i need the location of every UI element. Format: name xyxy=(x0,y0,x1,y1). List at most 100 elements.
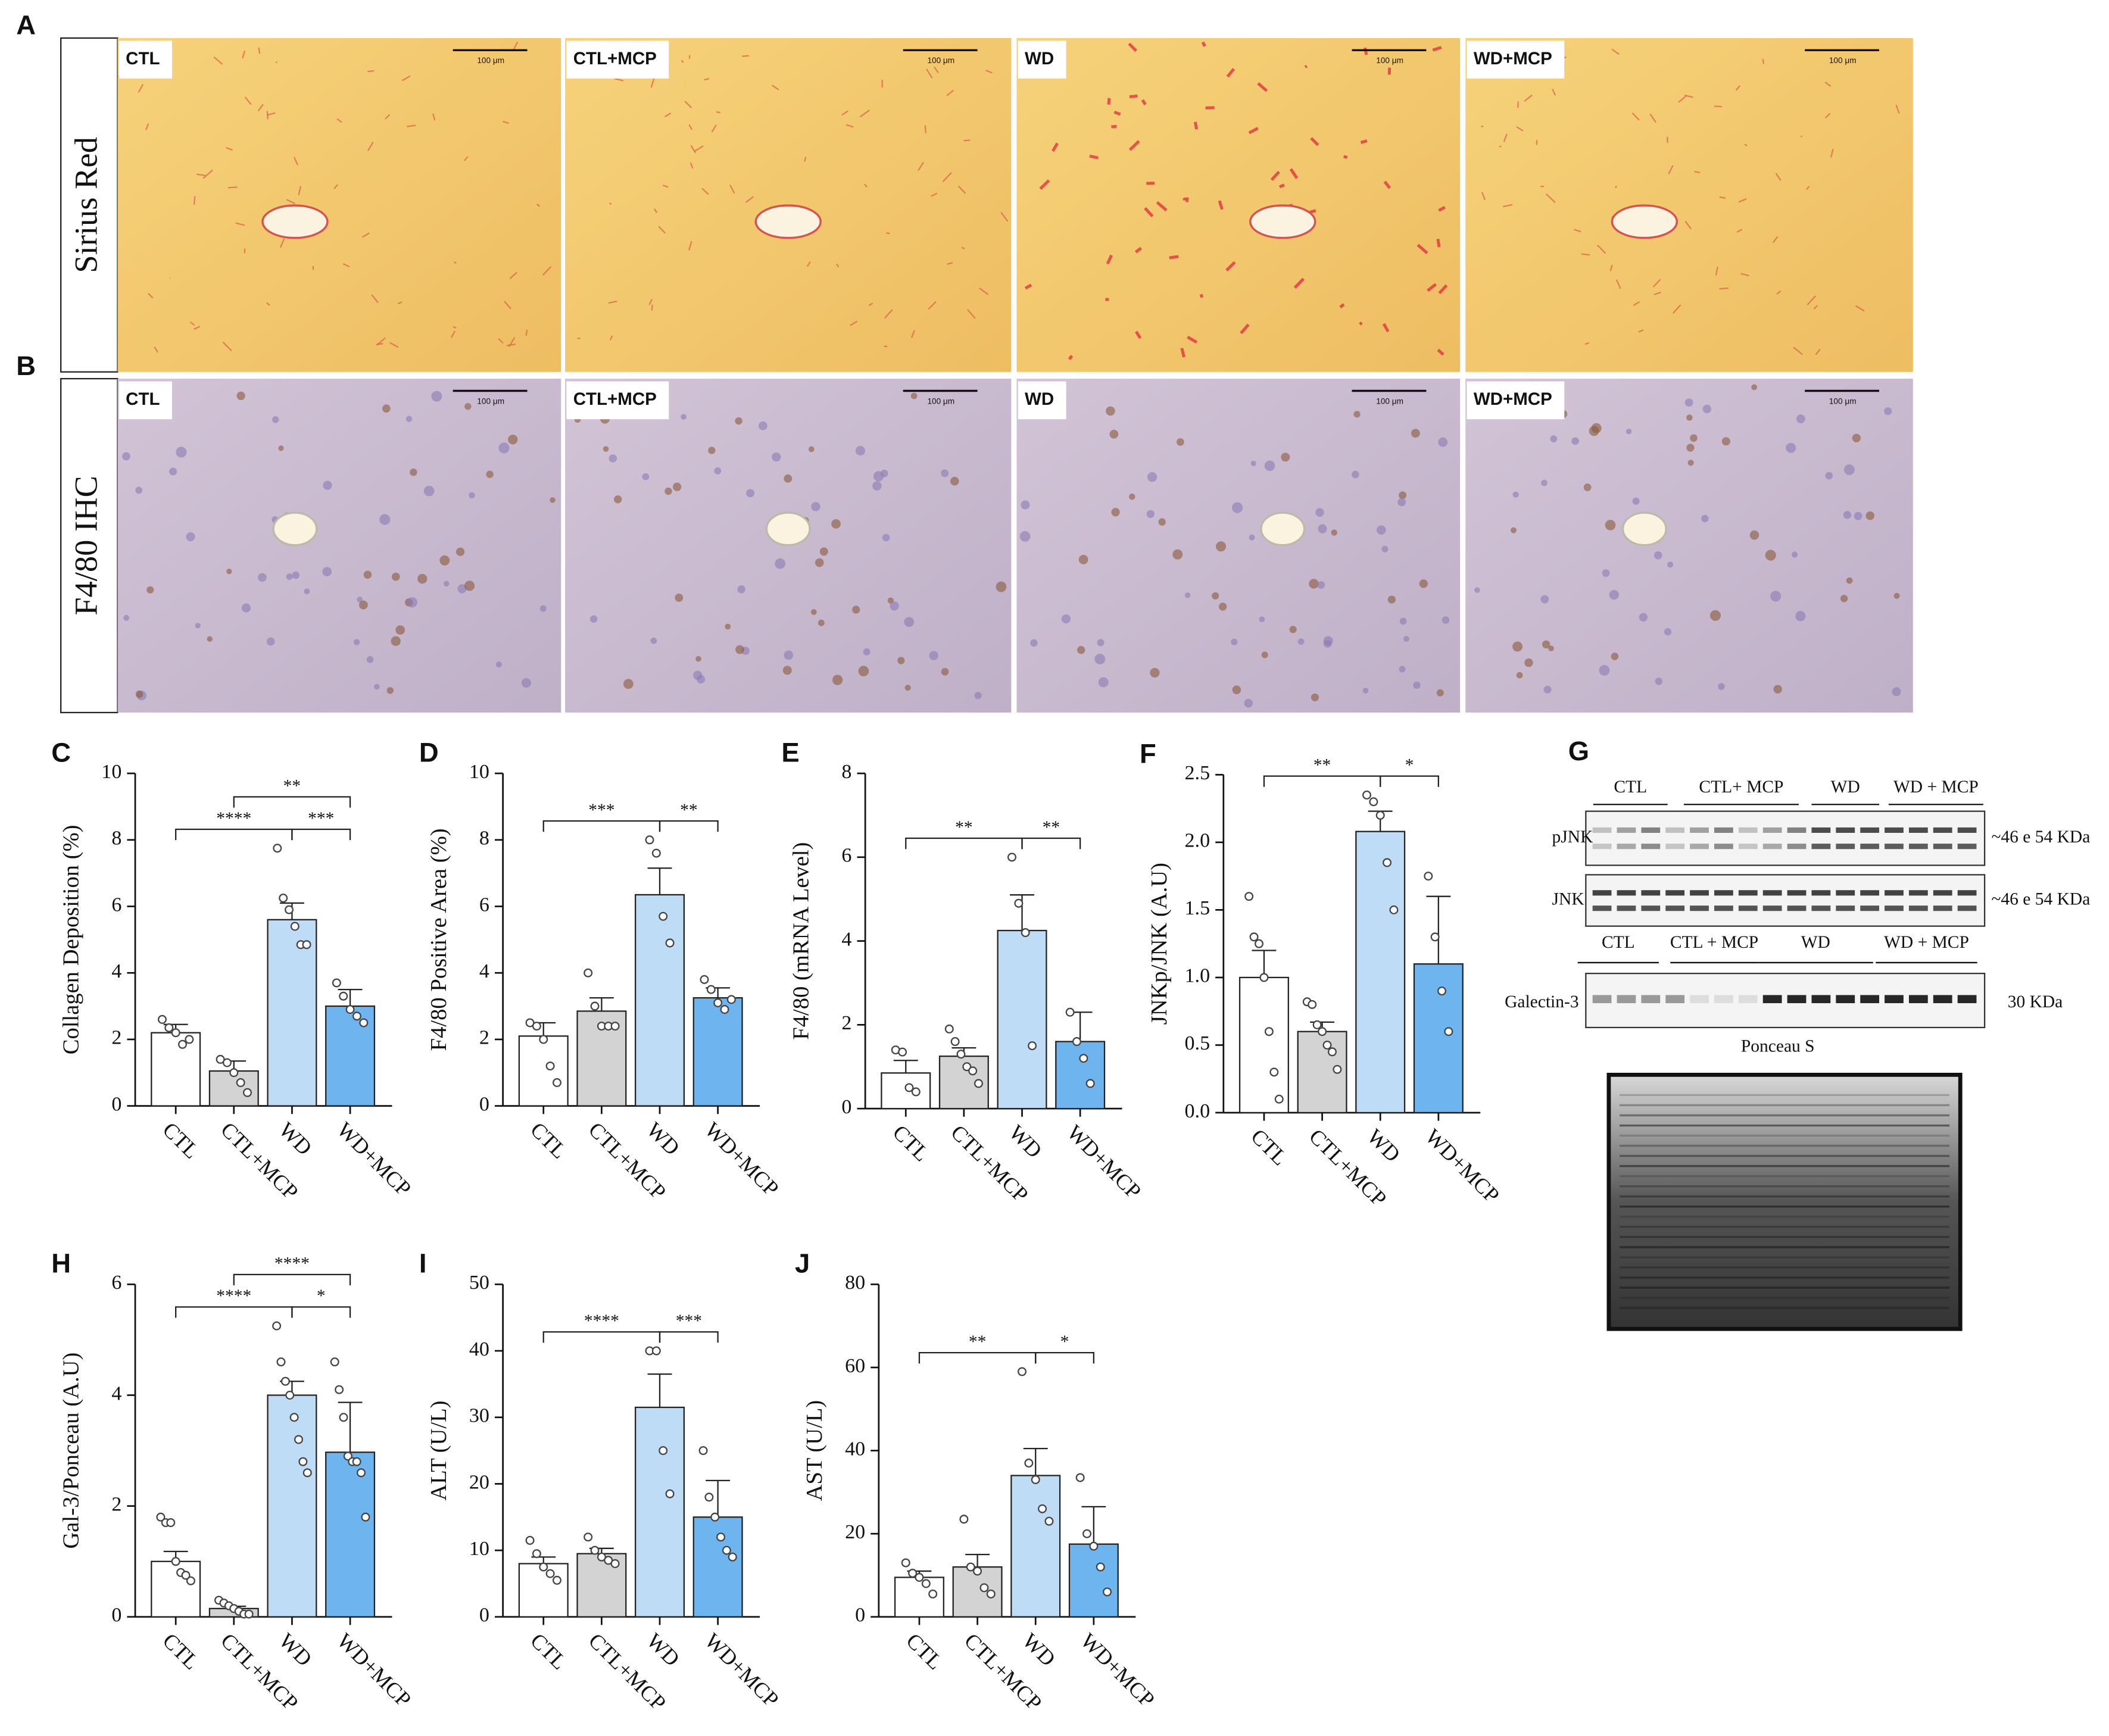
significance-label: **** xyxy=(274,1254,310,1273)
cell xyxy=(1605,520,1616,530)
scale-label: 100 μm xyxy=(477,396,504,405)
fiber xyxy=(662,185,669,188)
band xyxy=(1762,906,1782,911)
y-tick-label: 8 xyxy=(479,828,489,850)
cell xyxy=(1436,689,1444,697)
y-axis-label: AST (U/L) xyxy=(802,1400,827,1501)
cell xyxy=(714,467,722,474)
band xyxy=(1665,890,1685,896)
data-point xyxy=(973,1566,982,1576)
x-tick-label: CTL xyxy=(888,1120,934,1166)
x-tick-label: CTL xyxy=(1246,1125,1292,1170)
cell xyxy=(1770,591,1782,602)
cell xyxy=(1626,429,1632,435)
scale-label: 100 μm xyxy=(1829,56,1857,65)
band xyxy=(1885,844,1904,850)
cell xyxy=(1259,616,1265,623)
cell xyxy=(941,469,949,477)
bar xyxy=(1355,830,1406,1114)
cell xyxy=(550,497,556,503)
data-point xyxy=(156,1512,166,1522)
data-point xyxy=(726,995,736,1004)
cell xyxy=(521,678,532,688)
band xyxy=(1811,906,1831,911)
fiber xyxy=(1744,143,1748,146)
fiber xyxy=(924,125,927,133)
error-bar xyxy=(893,1060,918,1073)
cell xyxy=(495,661,502,668)
x-tick-label: WD+MCP xyxy=(1062,1120,1146,1204)
x-tick-label: WD xyxy=(1004,1120,1047,1163)
cell xyxy=(1128,494,1135,500)
fiber xyxy=(1653,291,1661,295)
cell xyxy=(498,442,510,454)
cell xyxy=(1653,551,1662,560)
band xyxy=(1908,827,1928,833)
fiber xyxy=(453,326,457,329)
fiber xyxy=(1360,139,1368,144)
significance-bracket xyxy=(175,1306,293,1318)
fiber xyxy=(145,123,149,130)
size-label: 30 KDa xyxy=(2008,992,2063,1011)
fiber xyxy=(1762,58,1765,64)
band xyxy=(1714,906,1733,911)
fiber xyxy=(966,309,976,319)
x-tick-label: WD+MCP xyxy=(332,1117,416,1201)
band xyxy=(1714,827,1733,833)
cell xyxy=(391,572,400,581)
data-point xyxy=(552,1078,561,1088)
data-point xyxy=(728,1552,737,1562)
group-label: WD + MCP xyxy=(1893,778,1979,797)
data-point xyxy=(1308,1000,1317,1009)
fiber xyxy=(651,304,653,311)
x-tick-label: WD xyxy=(642,1117,684,1160)
cell xyxy=(1231,638,1238,645)
data-point xyxy=(276,1357,286,1367)
fiber xyxy=(1438,205,1446,212)
band xyxy=(1811,995,1831,1004)
bar xyxy=(151,1032,201,1107)
data-point xyxy=(659,1446,668,1456)
fiber xyxy=(1225,261,1236,271)
data-point xyxy=(339,991,348,1001)
band xyxy=(1885,827,1904,833)
cell xyxy=(1884,407,1892,416)
fiber xyxy=(985,69,993,74)
data-point xyxy=(1038,1504,1047,1513)
micrograph xyxy=(117,379,561,713)
fiber xyxy=(498,338,504,344)
fiber xyxy=(609,335,613,341)
panel-letter: D xyxy=(419,737,439,767)
band xyxy=(1738,995,1758,1004)
data-point xyxy=(352,1011,361,1021)
scale-label: 100 μm xyxy=(1829,396,1857,405)
cell xyxy=(1664,628,1672,636)
cell xyxy=(808,446,815,452)
data-point xyxy=(1031,1475,1040,1484)
cell xyxy=(1352,470,1359,479)
fiber xyxy=(1068,354,1074,360)
cell xyxy=(818,619,825,626)
data-point xyxy=(1079,1054,1088,1063)
cell xyxy=(819,547,828,556)
data-point xyxy=(1444,1027,1453,1036)
fiber xyxy=(609,202,612,205)
cell xyxy=(1512,491,1519,498)
band xyxy=(1836,827,1855,833)
data-point xyxy=(272,1321,282,1331)
cell xyxy=(1550,435,1558,443)
cell xyxy=(1701,514,1709,523)
fiber xyxy=(190,321,195,326)
cell xyxy=(1376,525,1386,535)
cell xyxy=(832,675,843,685)
fiber xyxy=(947,262,953,265)
band xyxy=(1787,906,1807,911)
fiber xyxy=(946,89,954,96)
band xyxy=(1592,995,1612,1004)
fiber xyxy=(694,145,704,152)
cell xyxy=(852,605,860,614)
image-label: CTL+MCP xyxy=(573,49,657,68)
y-tick-label: 6 xyxy=(111,894,121,916)
vessel xyxy=(1249,204,1316,239)
significance-label: *** xyxy=(588,801,614,820)
